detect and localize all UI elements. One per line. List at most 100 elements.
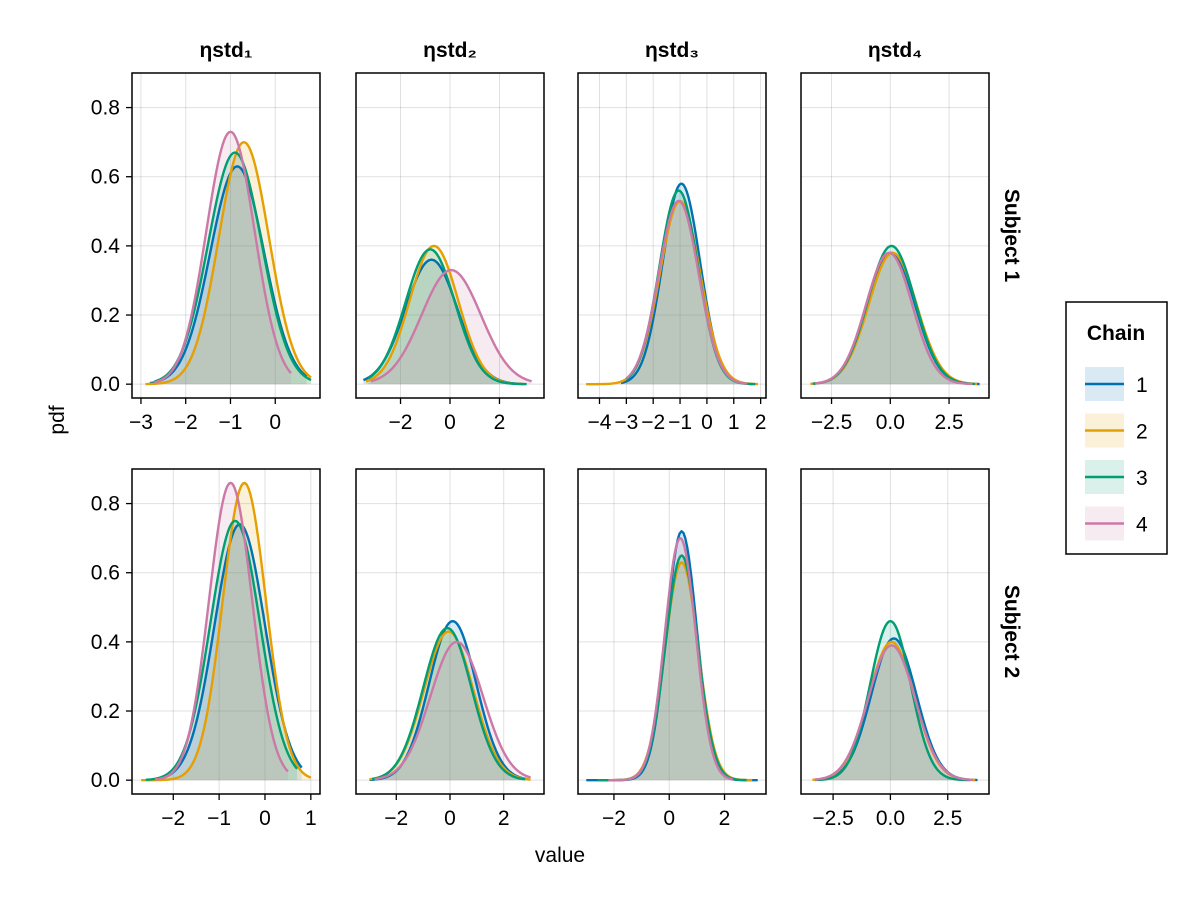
- density-group: [586, 530, 758, 782]
- x-tick-label: 0: [444, 411, 456, 434]
- density-fill: [602, 562, 753, 781]
- density-group: [369, 619, 531, 782]
- x-tick-label: −2: [174, 411, 198, 434]
- panel: −2.5 0.0 2.5: [800, 468, 990, 830]
- column-title: ηstd₂: [423, 39, 477, 62]
- x-tick-label: 0: [269, 411, 281, 434]
- legend-frame: [1065, 301, 1168, 555]
- y-tick-label: 0.8: [91, 97, 120, 120]
- density-line: [154, 130, 292, 384]
- panel: −2 −1 0 1 0.0 0.2 0.4 0.6 0.8: [91, 468, 321, 830]
- x-tick-label: −1: [207, 807, 231, 830]
- x-axis-label: value: [535, 844, 585, 867]
- density-fill: [814, 638, 978, 781]
- x-tick-label: −2: [384, 807, 408, 830]
- x-tick-label: 0: [259, 807, 271, 830]
- density-line: [374, 640, 531, 781]
- row-label: Subject 2: [1000, 585, 1023, 678]
- panel-frame: [131, 468, 321, 795]
- panel: −4 −3 −2 −1 0 1 2: [577, 72, 767, 434]
- legend-entry: 2: [1085, 413, 1148, 448]
- x-tick-label: −2.5: [812, 807, 853, 830]
- x-tick-label: −1: [218, 411, 242, 434]
- legend-entry: 1: [1085, 367, 1148, 401]
- density-fill: [145, 520, 298, 781]
- panel-frame: [131, 72, 321, 399]
- density-fill: [812, 641, 976, 781]
- panel: −3 −2 −1 0 0.0 0.2 0.4 0.6 0.8: [91, 72, 321, 434]
- panel-frame: [800, 72, 990, 399]
- density-fill: [369, 631, 531, 781]
- density-fill: [154, 482, 288, 781]
- x-tick-label: −1: [668, 411, 692, 434]
- density-line: [154, 481, 289, 781]
- x-tick-label: 0.0: [876, 411, 905, 434]
- density-fill: [814, 645, 973, 781]
- density-fill: [141, 482, 311, 781]
- density-fill: [608, 538, 733, 781]
- density-group: [810, 244, 980, 386]
- y-tick-label: 0.4: [91, 235, 121, 258]
- y-tick-label: 0.6: [91, 166, 120, 189]
- x-tick-label: 2: [494, 411, 506, 434]
- legend-entries: 1 2 3 4: [1085, 367, 1148, 541]
- density-line: [145, 141, 312, 386]
- legend-label: 1: [1136, 374, 1148, 397]
- legend-label: 2: [1136, 421, 1148, 444]
- x-tick-label: 0: [701, 411, 713, 434]
- x-tick-label: 1: [728, 411, 740, 434]
- density-fill: [810, 252, 978, 385]
- density-fill: [815, 252, 973, 385]
- density-fill: [159, 524, 302, 781]
- density-line: [816, 619, 971, 782]
- legend-title: Chain: [1087, 322, 1145, 345]
- panels-layer: ηstd₁ ηstd₂ ηstd₃ ηstd₄ Subject 1 Subject 2 −3…: [91, 39, 1023, 830]
- density-fill: [149, 166, 307, 385]
- x-tick-label: −3: [614, 411, 638, 434]
- density-line: [370, 268, 532, 383]
- x-tick-label: 2: [498, 807, 510, 830]
- density-fill: [817, 621, 971, 781]
- legend: Chain 1 2 3 4: [1065, 301, 1168, 555]
- x-tick-label: 0: [444, 807, 456, 830]
- y-axis-label: pdf: [46, 405, 69, 434]
- density-group: [586, 182, 758, 386]
- x-tick-label: 2.5: [934, 411, 963, 434]
- density-group: [812, 619, 978, 782]
- x-tick-label: −3: [129, 411, 153, 434]
- density-fill: [145, 142, 312, 385]
- row-label: Subject 1: [1000, 189, 1023, 283]
- density-group: [141, 481, 312, 782]
- density-line: [625, 199, 748, 385]
- density-line: [814, 644, 974, 782]
- density-fill: [812, 252, 980, 385]
- panel-frame: [577, 72, 767, 399]
- column-title: ηstd₁: [199, 39, 252, 62]
- density-group: [145, 130, 312, 386]
- legend-entry: 4: [1085, 506, 1148, 541]
- density-fill: [368, 249, 527, 385]
- panel-frame: [800, 468, 990, 795]
- y-tick-label: 0.8: [91, 493, 120, 516]
- x-tick-label: −2.5: [811, 411, 852, 434]
- x-tick-label: −4: [588, 411, 612, 434]
- density-group: [362, 244, 532, 386]
- x-tick-label: 1: [305, 807, 317, 830]
- panel-frame: [577, 468, 767, 795]
- legend-entry: 3: [1085, 460, 1148, 494]
- x-tick-label: −2: [389, 411, 413, 434]
- y-tick-label: 0.0: [91, 769, 120, 792]
- density-fill: [586, 531, 758, 781]
- legend-label: 4: [1136, 514, 1148, 537]
- panel: −2.5 0.0 2.5: [800, 72, 990, 434]
- x-tick-label: 2.5: [933, 807, 962, 830]
- density-line: [367, 248, 527, 386]
- y-tick-label: 0.2: [91, 700, 120, 723]
- density-fill: [154, 131, 291, 385]
- column-title: ηstd₄: [868, 39, 922, 62]
- x-tick-label: −2: [602, 807, 626, 830]
- y-tick-label: 0.4: [91, 631, 121, 654]
- density-fill: [626, 190, 756, 385]
- density-fill: [626, 200, 748, 385]
